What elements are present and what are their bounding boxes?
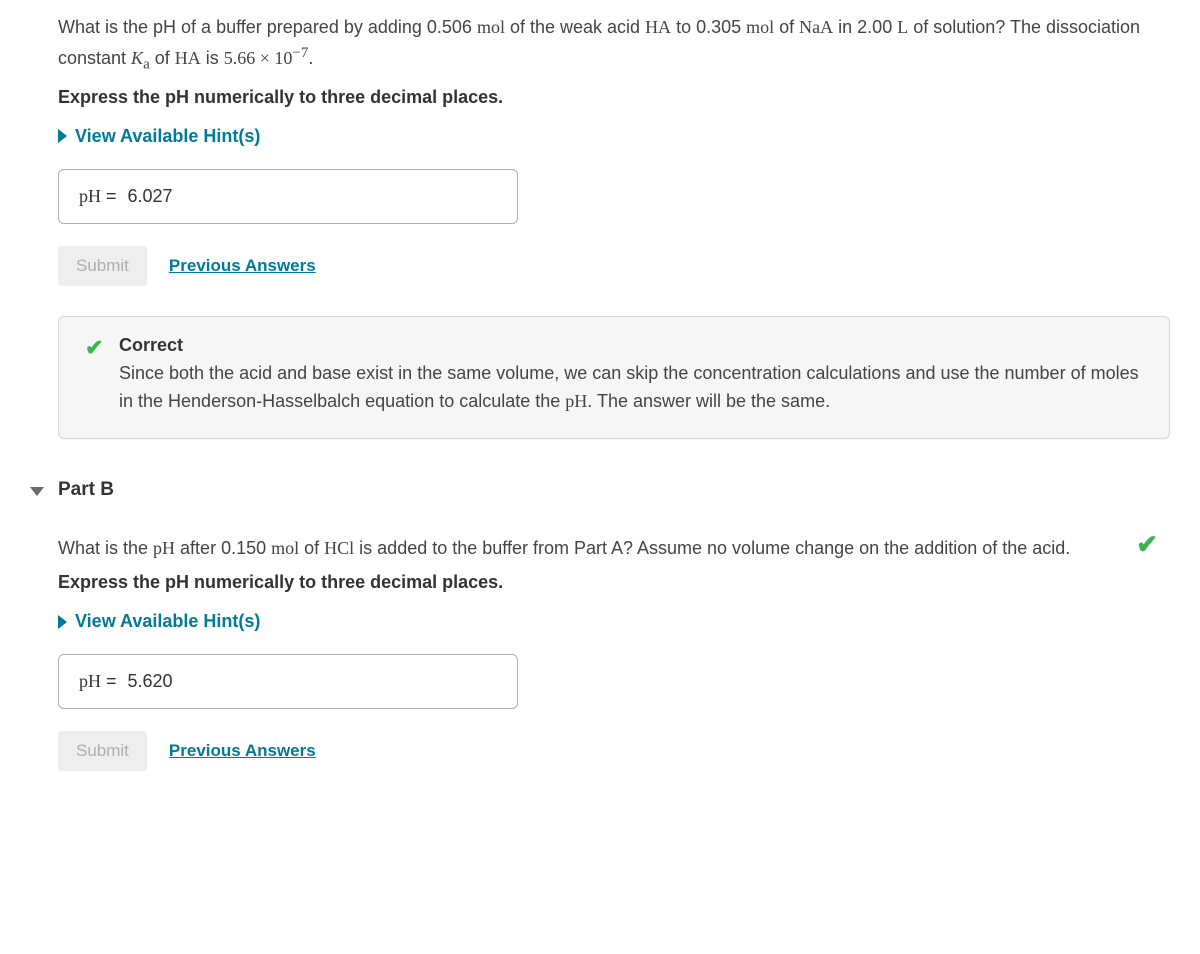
partA-hints-toggle[interactable]: View Available Hint(s) [58,126,1170,147]
partB-answer-box: pH = 5.620 [58,654,518,709]
partB-instruction: Express the pH numerically to three deci… [58,572,1170,593]
caret-right-icon [58,615,67,629]
check-icon: ✔ [85,335,103,361]
partA-answer-box: pH = 6.027 [58,169,518,224]
partA-submit-button[interactable]: Submit [58,246,147,286]
partB-header[interactable]: Part B [58,479,1170,501]
caret-right-icon [58,129,67,143]
partB-title: Part B [58,479,114,501]
hints-label: View Available Hint(s) [75,611,260,632]
partA-question: What is the pH of a buffer prepared by a… [58,14,1170,77]
partB-question: What is the pH after 0.150 mol of HCl is… [58,535,1170,563]
partA-instruction: Express the pH numerically to three deci… [58,87,1170,108]
caret-down-icon [30,487,44,496]
feedback-body: Since both the acid and base exist in th… [119,360,1147,416]
partA-feedback: ✔ Correct Since both the acid and base e… [58,316,1170,439]
partB-previous-answers-link[interactable]: Previous Answers [169,741,316,761]
partB-submit-button[interactable]: Submit [58,731,147,771]
check-icon: ✔ [1136,529,1158,560]
partB-hints-toggle[interactable]: View Available Hint(s) [58,611,1170,632]
hints-label: View Available Hint(s) [75,126,260,147]
feedback-title: Correct [119,335,1147,356]
partA-previous-answers-link[interactable]: Previous Answers [169,256,316,276]
